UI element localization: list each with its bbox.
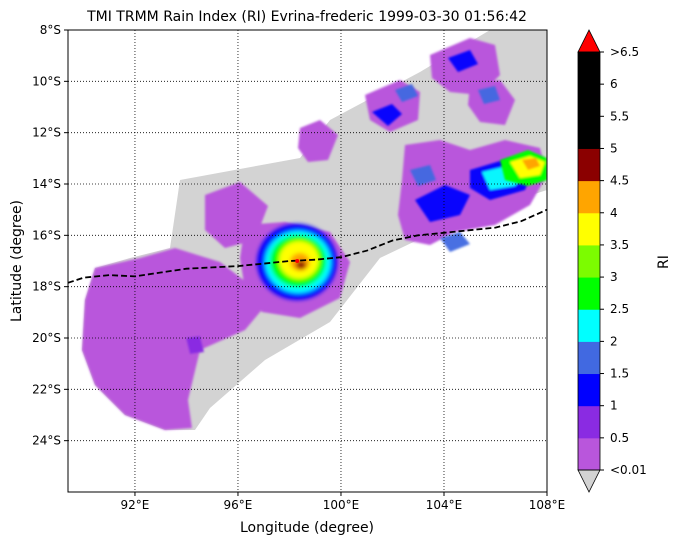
- x-tick-label: 96°E: [224, 498, 253, 512]
- colorbar-under-triangle: [577, 469, 601, 493]
- heavy-rain-east: [500, 150, 547, 186]
- y-axis-ticks: 8°S 10°S 12°S 14°S 16°S 18°S 20°S 22°S 24°S: [32, 23, 68, 448]
- colorbar-tick-label: 2.5: [610, 302, 629, 316]
- map-plot-area: [68, 30, 547, 492]
- map-gridlines: [68, 30, 547, 492]
- x-tick-label: 108°E: [529, 498, 566, 512]
- colorbar-tick-label: 1.5: [610, 367, 629, 381]
- colorbar-tick-label: 4.5: [610, 174, 629, 188]
- colorbar-tick-label: 5.5: [610, 109, 629, 123]
- colorbar-swatch: [578, 148, 600, 182]
- colorbar-swatch: [578, 341, 600, 375]
- colorbar-tick-label: 5: [610, 141, 618, 155]
- map-title: TMI TRMM Rain Index (RI) Evrina-frederic…: [86, 9, 527, 25]
- colorbar-swatch: [578, 405, 600, 439]
- colorbar-over-triangle: [577, 29, 601, 53]
- colorbar-tick-label: 4: [610, 206, 618, 220]
- colorbar-swatch: [578, 309, 600, 342]
- storm-center-marker: [295, 259, 300, 263]
- colorbar-swatch: [578, 116, 600, 149]
- colorbar-tick-label: 3.5: [610, 238, 629, 252]
- colorbar-tick-label: 0.5: [610, 431, 629, 445]
- colorbar-tick-label: <0.01: [610, 463, 647, 477]
- colorbar-tick-label: 6: [610, 77, 618, 91]
- colorbar-swatch: [578, 84, 600, 117]
- colorbar-tick-label: >6.5: [610, 45, 639, 59]
- x-tick-label: 100°E: [323, 498, 360, 512]
- y-tick-label: 20°S: [32, 331, 61, 345]
- colorbar: <0.01 0.5 1 1.5 2 2.5 3 3.5 4 4.5 5 5.5 6 >6.5: [577, 29, 647, 493]
- plot-frame: [67, 29, 548, 493]
- y-tick-label: 18°S: [32, 280, 61, 294]
- colorbar-tick-label: 3: [610, 270, 618, 284]
- colorbar-swatch: [578, 437, 600, 471]
- y-tick-label: 14°S: [32, 177, 61, 191]
- colorbar-tick-label: 2: [610, 334, 618, 348]
- storm-track-line: [68, 208, 547, 284]
- x-axis-label: Longitude (degree): [240, 520, 374, 536]
- colorbar-swatch: [578, 180, 600, 214]
- x-tick-label: 92°E: [121, 498, 150, 512]
- y-tick-label: 12°S: [32, 126, 61, 140]
- colorbar-frame: [577, 51, 601, 471]
- x-axis-ticks: 92°E 96°E 100°E 104°E 108°E: [121, 492, 566, 512]
- y-tick-label: 24°S: [32, 434, 61, 448]
- colorbar-label: RI: [656, 255, 672, 269]
- y-axis-label: Latitude (degree): [9, 200, 25, 322]
- colorbar-swatch: [578, 277, 600, 310]
- y-tick-label: 22°S: [32, 382, 61, 396]
- x-tick-label: 104°E: [426, 498, 463, 512]
- colorbar-swatch: [578, 212, 600, 246]
- colorbar-tick-label: 1: [610, 399, 618, 413]
- y-tick-label: 10°S: [32, 74, 61, 88]
- colorbar-swatch: [578, 373, 600, 407]
- colorbar-swatch: [578, 244, 600, 278]
- y-tick-label: 8°S: [40, 23, 61, 37]
- colorbar-swatch: [578, 52, 600, 85]
- y-tick-label: 16°S: [32, 228, 61, 242]
